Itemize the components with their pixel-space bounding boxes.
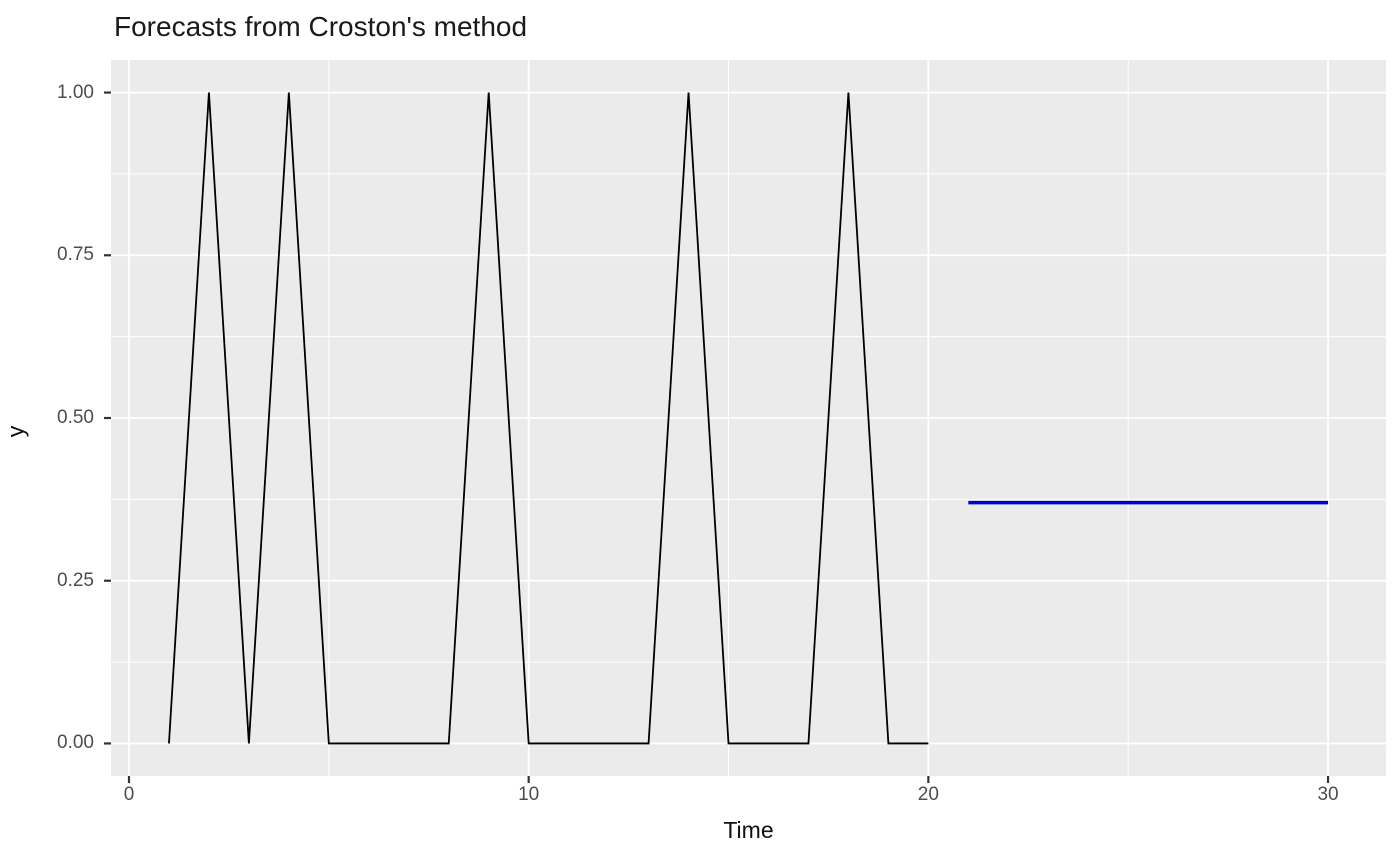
y-tick-label: 0.25 <box>57 569 94 591</box>
x-axis-title: Time <box>723 817 774 843</box>
x-tick-label: 0 <box>123 784 135 805</box>
chart-title: Forecasts from Croston's method <box>114 11 528 42</box>
x-tick-label: 20 <box>917 784 939 805</box>
series-observed <box>168 92 929 745</box>
y-axis-title: y <box>2 425 29 438</box>
x-tick-label: 10 <box>518 784 540 805</box>
x-tick-label: 30 <box>1317 784 1339 805</box>
y-tick-label: 0.75 <box>57 244 94 266</box>
y-tick-label: 0.50 <box>57 407 94 428</box>
y-tick-label: 0.00 <box>57 732 94 754</box>
y-tick-label: 1.00 <box>57 81 94 103</box>
